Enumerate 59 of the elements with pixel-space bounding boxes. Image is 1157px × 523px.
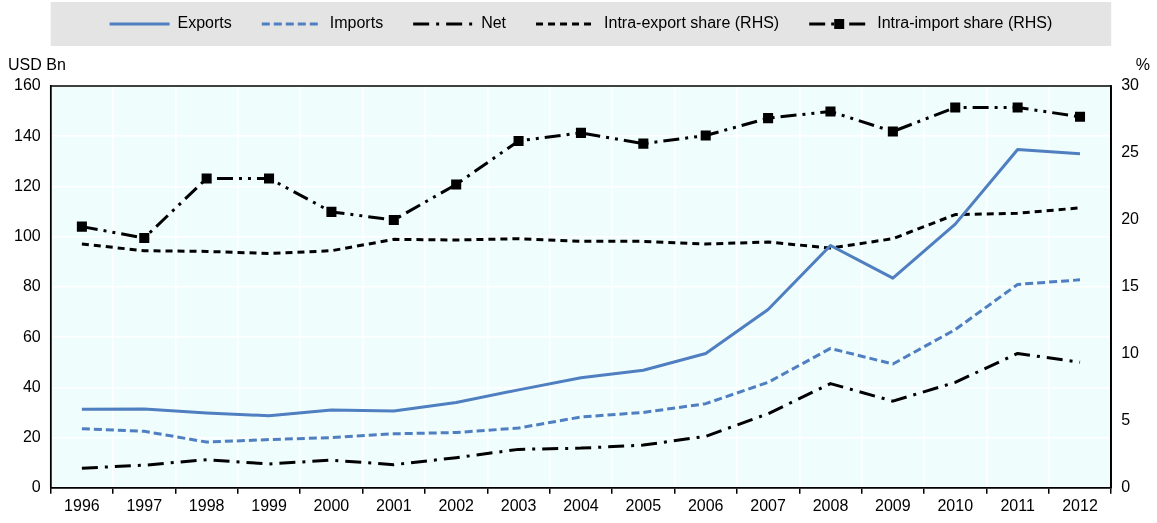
y2-tick-label: 20 [1121, 210, 1140, 228]
point [76, 221, 87, 232]
line-series [80, 278, 1082, 444]
point [388, 214, 399, 225]
point [264, 173, 275, 184]
y-tick-label: 100 [13, 227, 41, 245]
y-tick-label: 60 [22, 327, 41, 345]
x-tick-label: 2002 [438, 496, 475, 514]
y-tick-label: 20 [22, 427, 41, 445]
y2-axis-title: % [1135, 56, 1150, 74]
y-axis-title: USD Bn [8, 56, 66, 74]
y-tick-label: 120 [13, 176, 41, 194]
legend-label: Intra-import share (RHS) [877, 14, 1053, 32]
x-tick-label: 2003 [500, 496, 537, 514]
point [139, 232, 150, 244]
y-tick-label: 140 [13, 126, 41, 144]
point [700, 130, 711, 141]
x-tick-label: 1996 [64, 496, 100, 514]
point [326, 206, 337, 217]
x-tick-label: 2012 [1062, 496, 1098, 514]
y2-tick-label: 5 [1121, 411, 1131, 429]
point [638, 138, 649, 149]
x-tick-label: 1998 [188, 496, 225, 514]
point [201, 173, 212, 184]
point [513, 135, 524, 146]
x-tick-label: 2005 [625, 496, 662, 514]
y-tick-label: 0 [31, 478, 41, 496]
y2-tick-label: 15 [1121, 277, 1140, 295]
line-series [80, 351, 1082, 470]
legend-label: Intra-export share (RHS) [604, 14, 780, 32]
point [451, 179, 462, 190]
x-tick-label: 1999 [251, 496, 287, 514]
x-tick-label: 2009 [875, 496, 911, 514]
x-tick-label: 1997 [126, 496, 163, 514]
legend-label: Imports [329, 14, 384, 32]
point [1012, 102, 1023, 113]
y2-tick-label: 25 [1121, 143, 1140, 161]
point [950, 102, 961, 113]
point [763, 113, 774, 124]
y2-tick-label: 10 [1121, 344, 1140, 362]
x-tick-label: 2008 [812, 496, 849, 514]
x-tick-label: 2004 [563, 496, 599, 514]
point [1074, 111, 1086, 122]
point [825, 106, 836, 117]
point [887, 126, 898, 137]
point [575, 127, 586, 138]
legend-label: Net [481, 14, 507, 32]
x-tick-label: 2011 [1000, 496, 1035, 514]
y-tick-label: 160 [13, 76, 41, 94]
y-tick-label: 40 [22, 377, 41, 395]
x-tick-label: 2000 [313, 496, 350, 514]
y-tick-label: 80 [22, 277, 41, 295]
legend-label: Exports [177, 14, 232, 32]
x-tick-label: 2007 [750, 496, 786, 514]
x-tick-label: 2006 [687, 496, 724, 514]
x-tick-label: 2001 [376, 496, 412, 514]
y2-tick-label: 30 [1121, 76, 1140, 94]
x-tick-label: 2010 [937, 496, 974, 514]
y2-tick-label: 0 [1121, 478, 1131, 496]
